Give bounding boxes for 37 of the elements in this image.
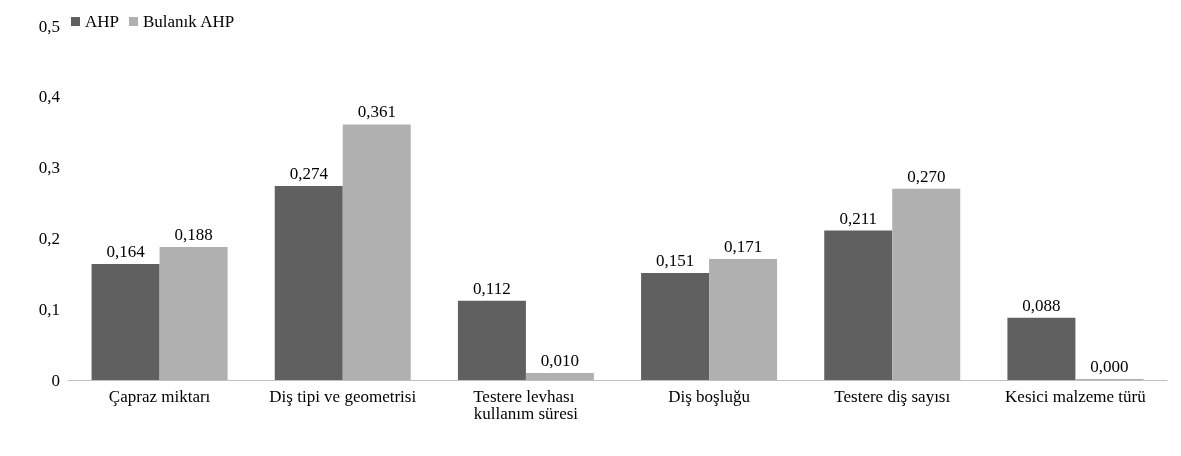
data-label: 0,088 <box>1022 295 1061 315</box>
data-label: 0,000 <box>1090 357 1129 376</box>
x-tick-label: Testere levhası kullanım süresi <box>473 387 579 423</box>
legend-label: Bulanık AHP <box>143 12 235 31</box>
data-label: 0,010 <box>540 350 580 370</box>
legend-label: AHP <box>85 12 120 31</box>
data-label: 0,171 <box>723 236 763 256</box>
x-tick-label: Diş boşluğu <box>668 387 751 406</box>
bar <box>525 372 594 380</box>
data-label: 0,211 <box>839 208 878 228</box>
data-label: 0,112 <box>473 278 511 298</box>
bar <box>824 230 893 380</box>
x-tick-label: Testere diş sayısı <box>834 387 951 406</box>
bar <box>1007 317 1076 380</box>
bar <box>892 188 961 380</box>
y-tick-label: 0,5 <box>38 16 60 36</box>
x-tick-label: Diş tipi ve geometrisi <box>269 387 417 406</box>
bar <box>457 300 526 380</box>
bar <box>342 124 411 380</box>
data-label: 0,270 <box>907 166 946 186</box>
y-tick-label: 0,4 <box>38 87 61 107</box>
data-label: 0,188 <box>174 224 213 244</box>
data-label: 0,274 <box>289 164 329 184</box>
bar <box>91 263 160 380</box>
y-tick-label: 0,1 <box>38 299 60 319</box>
y-tick-label: 0,3 <box>38 158 60 178</box>
data-label: 0,361 <box>357 102 396 122</box>
data-label: 0,151 <box>655 251 695 271</box>
bar <box>641 273 710 380</box>
bar <box>159 246 228 380</box>
y-tick-label: 0 <box>51 370 60 390</box>
y-tick-label: 0,2 <box>38 228 60 248</box>
bar <box>709 258 778 380</box>
x-tick-label: Çapraz miktarı <box>108 387 211 406</box>
data-label: 0,164 <box>106 241 146 261</box>
bar <box>274 186 343 380</box>
x-tick-label: Kesici malzeme türü <box>1005 387 1147 406</box>
